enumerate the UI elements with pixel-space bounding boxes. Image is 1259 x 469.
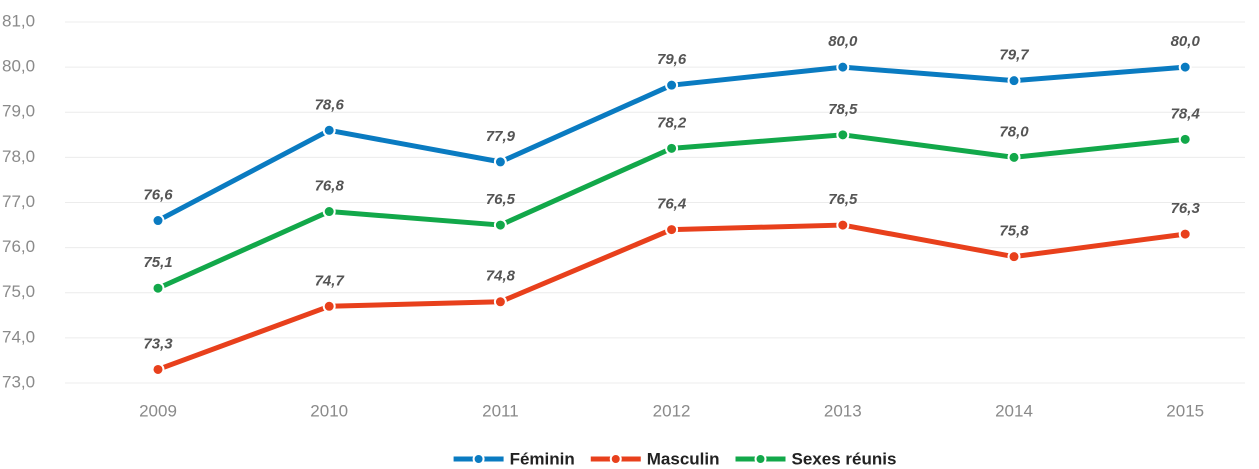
data-point — [322, 205, 336, 219]
y-tick-label: 75,0 — [2, 282, 35, 301]
x-tick-label: 2015 — [1166, 401, 1204, 420]
y-tick-label: 76,0 — [2, 237, 35, 256]
data-point — [322, 299, 336, 313]
data-point — [665, 78, 679, 92]
data-point — [493, 295, 507, 309]
legend-label: Féminin — [510, 449, 575, 468]
legend-swatch-dot — [754, 453, 767, 465]
legend-label: Masculin — [647, 449, 720, 468]
data-point — [1007, 250, 1021, 264]
data-point — [836, 60, 850, 74]
data-label: 80,0 — [828, 33, 858, 50]
legend: Féminin Masculin Sexes réunis — [453, 449, 897, 468]
data-label: 77,9 — [486, 128, 516, 145]
data-point — [1178, 60, 1192, 74]
y-tick-label: 78,0 — [2, 147, 35, 166]
data-point — [493, 155, 507, 169]
data-label: 73,3 — [143, 335, 173, 352]
data-point — [836, 128, 850, 142]
data-point — [665, 141, 679, 155]
data-label: 76,5 — [486, 191, 516, 208]
data-point — [151, 214, 165, 228]
data-label: 75,1 — [143, 254, 172, 271]
y-tick-label: 81,0 — [2, 11, 35, 30]
data-point — [151, 362, 165, 376]
data-label: 80,0 — [1171, 33, 1201, 50]
data-point — [1178, 132, 1192, 146]
data-point — [836, 218, 850, 232]
legend-label: Sexes réunis — [792, 449, 897, 468]
data-label: 74,7 — [315, 272, 345, 289]
y-tick-label: 77,0 — [2, 192, 35, 211]
legend-swatch-dot — [609, 453, 622, 465]
data-label: 78,6 — [315, 96, 345, 113]
x-tick-label: 2010 — [310, 401, 348, 420]
data-label: 76,8 — [315, 177, 345, 194]
data-label: 78,4 — [1171, 105, 1201, 122]
x-tick-label: 2012 — [653, 401, 691, 420]
data-point — [322, 123, 336, 137]
data-label: 78,2 — [657, 114, 687, 131]
data-point — [1178, 227, 1192, 241]
y-tick-label: 79,0 — [2, 102, 35, 121]
data-label: 79,7 — [999, 47, 1029, 64]
data-label: 76,3 — [1171, 200, 1201, 217]
x-tick-label: 2009 — [139, 401, 177, 420]
data-point — [1007, 150, 1021, 164]
data-label: 76,5 — [828, 191, 858, 208]
y-tick-label: 74,0 — [2, 327, 35, 346]
y-tick-label: 73,0 — [2, 372, 35, 391]
data-label: 76,4 — [657, 196, 687, 213]
data-label: 78,5 — [828, 101, 858, 118]
x-tick-label: 2011 — [482, 401, 519, 420]
data-label: 74,8 — [486, 268, 516, 285]
series-line — [157, 222, 1186, 372]
data-label: 75,8 — [999, 223, 1029, 240]
data-label: 76,6 — [143, 187, 173, 204]
legend-swatch-dot — [472, 453, 485, 465]
data-point — [493, 218, 507, 232]
data-label: 79,6 — [657, 51, 687, 68]
x-tick-label: 2013 — [824, 401, 862, 420]
data-point — [1007, 74, 1021, 88]
data-point — [151, 281, 165, 295]
data-label: 78,0 — [999, 123, 1029, 140]
y-tick-label: 80,0 — [2, 57, 35, 76]
x-tick-label: 2014 — [995, 401, 1033, 420]
data-point — [665, 223, 679, 237]
